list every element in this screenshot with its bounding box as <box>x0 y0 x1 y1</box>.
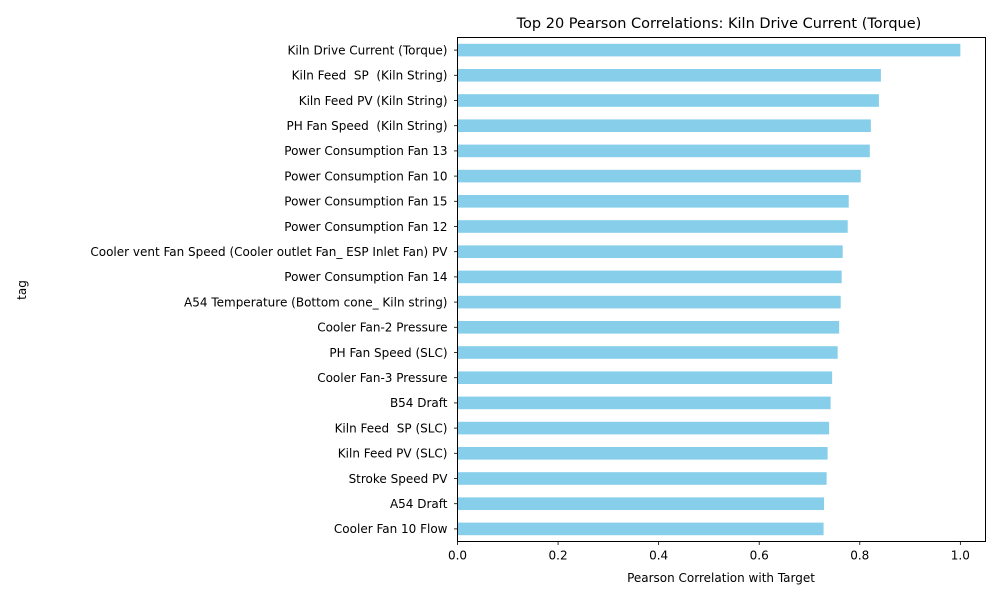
plot-frame <box>457 37 986 542</box>
bar-9 <box>457 245 843 258</box>
y-tick-label: Kiln Feed PV (SLC) <box>338 447 448 461</box>
y-tick-label: A54 Temperature (Bottom cone_ Kiln strin… <box>184 295 447 309</box>
bar-17 <box>457 447 828 460</box>
y-tick-label: A54 Draft <box>390 497 448 511</box>
bar-11 <box>457 295 841 309</box>
y-tick-label: Cooler Fan-2 Pressure <box>317 321 447 335</box>
x-tick-label: 0.0 <box>448 549 467 563</box>
bar-18 <box>457 472 827 485</box>
y-tick-label: Cooler Fan 10 Flow <box>334 522 448 536</box>
y-tick-label: Power Consumption Fan 14 <box>284 270 447 284</box>
y-tick-label: Power Consumption Fan 15 <box>284 195 447 209</box>
bar-19 <box>457 497 825 510</box>
y-tick-label: B54 Draft <box>390 396 448 410</box>
y-tick-label: Kiln Feed SP (SLC) <box>335 421 448 435</box>
bar-12 <box>457 321 840 334</box>
y-tick-label: Kiln Feed SP (Kiln String) <box>292 69 448 83</box>
y-axis-ticks: Kiln Drive Current (Torque) Kiln Feed SP … <box>90 43 458 536</box>
bar-2 <box>457 69 881 82</box>
y-tick-label: Kiln Drive Current (Torque) <box>288 43 448 57</box>
chart-title: Top 20 Pearson Correlations: Kiln Drive … <box>516 16 922 32</box>
x-tick-label: 0.8 <box>850 549 869 563</box>
y-tick-label: Cooler vent Fan Speed (Cooler outlet Fan… <box>90 245 448 259</box>
bar-20 <box>457 522 824 536</box>
y-tick-label: Kiln Feed PV (Kiln String) <box>299 94 448 108</box>
x-tick-label: 0.6 <box>750 549 769 563</box>
y-tick-label: PH Fan Speed (SLC) <box>329 346 447 360</box>
bar-13 <box>457 346 838 359</box>
bar-10 <box>457 270 842 284</box>
y-tick-label: Power Consumption Fan 13 <box>284 144 447 158</box>
y-tick-label: Stroke Speed PV <box>349 472 449 486</box>
x-axis-label: Pearson Correlation with Target <box>627 571 815 585</box>
x-tick-label: 1.0 <box>951 549 970 563</box>
x-tick-label: 0.2 <box>549 549 568 563</box>
y-tick-label: Cooler Fan-3 Pressure <box>317 371 447 385</box>
bar-6 <box>457 169 861 183</box>
y-tick-label: Power Consumption Fan 12 <box>284 220 447 234</box>
x-tick-label: 0.4 <box>649 549 668 563</box>
bar-8 <box>457 220 848 233</box>
bar-16 <box>457 421 830 435</box>
x-axis-ticks: 0.0 0.2 0.4 0.6 0.8 1.0 <box>448 541 970 563</box>
bar-5 <box>457 144 870 158</box>
y-tick-label: Power Consumption Fan 10 <box>284 169 447 183</box>
bar-14 <box>457 371 833 384</box>
bar-15 <box>457 396 831 410</box>
bar-3 <box>457 94 879 107</box>
bar-7 <box>457 195 849 208</box>
bar-1 <box>457 43 961 57</box>
bar-4 <box>457 119 871 132</box>
bars-group <box>457 43 961 536</box>
y-tick-label: PH Fan Speed (Kiln String) <box>286 119 447 133</box>
y-axis-label: tag <box>15 280 29 300</box>
